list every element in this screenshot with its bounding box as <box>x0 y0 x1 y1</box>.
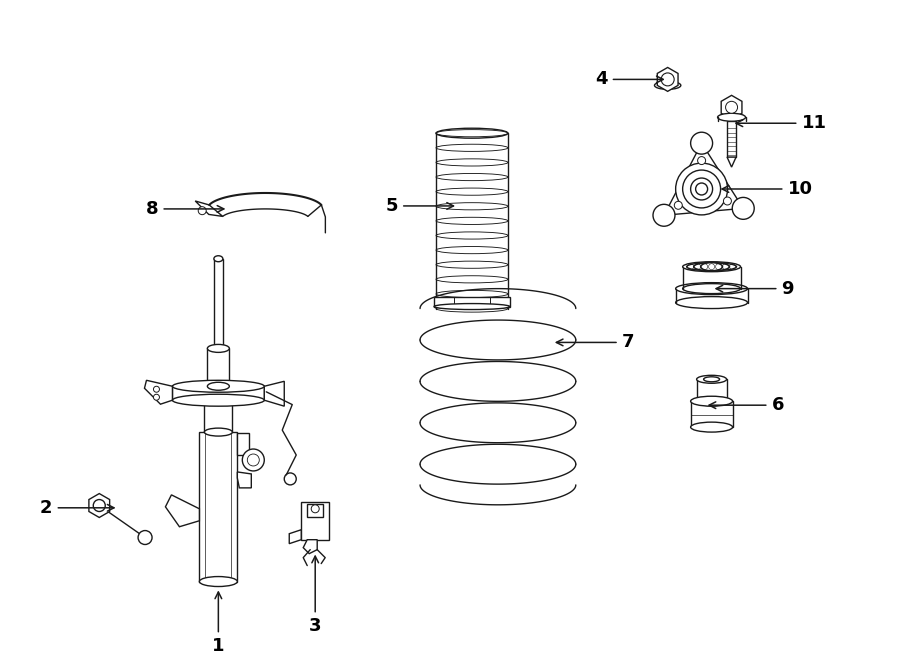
Ellipse shape <box>207 382 230 390</box>
Text: 10: 10 <box>722 180 813 198</box>
Polygon shape <box>664 143 743 215</box>
Ellipse shape <box>200 576 238 586</box>
Ellipse shape <box>694 262 730 271</box>
Polygon shape <box>89 494 110 518</box>
Circle shape <box>662 73 674 86</box>
Circle shape <box>676 163 727 215</box>
Ellipse shape <box>214 256 223 262</box>
Bar <box>697 379 726 401</box>
Ellipse shape <box>687 262 736 271</box>
Polygon shape <box>721 95 742 119</box>
Ellipse shape <box>173 394 265 407</box>
Text: 8: 8 <box>146 200 224 218</box>
Ellipse shape <box>207 344 230 352</box>
Circle shape <box>690 178 713 200</box>
Circle shape <box>690 132 713 154</box>
Bar <box>238 433 249 455</box>
Circle shape <box>154 394 159 400</box>
Ellipse shape <box>717 113 745 121</box>
Circle shape <box>696 183 707 195</box>
Circle shape <box>698 157 706 165</box>
Text: 9: 9 <box>716 280 794 297</box>
Text: 2: 2 <box>40 499 114 517</box>
Bar <box>204 400 232 432</box>
Text: 11: 11 <box>736 114 826 132</box>
Circle shape <box>653 204 675 226</box>
Polygon shape <box>303 539 317 554</box>
Ellipse shape <box>654 81 680 89</box>
Ellipse shape <box>693 397 731 406</box>
Bar <box>307 504 323 517</box>
Text: 4: 4 <box>595 71 663 89</box>
Circle shape <box>154 386 159 392</box>
Circle shape <box>311 505 320 513</box>
Polygon shape <box>145 380 173 404</box>
Circle shape <box>733 198 754 219</box>
Circle shape <box>724 197 732 205</box>
Bar <box>690 401 733 427</box>
Bar <box>302 502 329 539</box>
Polygon shape <box>265 381 284 407</box>
Text: 1: 1 <box>212 592 225 655</box>
Ellipse shape <box>690 422 733 432</box>
Bar <box>727 121 736 157</box>
Ellipse shape <box>697 375 726 383</box>
Circle shape <box>94 500 105 512</box>
Text: 5: 5 <box>385 197 454 215</box>
Text: 7: 7 <box>556 333 634 352</box>
Polygon shape <box>195 201 222 216</box>
Circle shape <box>284 473 296 485</box>
Ellipse shape <box>204 396 232 404</box>
Text: 6: 6 <box>709 396 784 414</box>
Polygon shape <box>727 157 736 167</box>
Polygon shape <box>238 472 251 488</box>
Ellipse shape <box>704 377 720 382</box>
Circle shape <box>725 101 738 113</box>
Polygon shape <box>657 67 678 91</box>
Ellipse shape <box>173 380 265 392</box>
Bar <box>207 348 230 386</box>
Ellipse shape <box>682 284 741 293</box>
Polygon shape <box>289 529 302 544</box>
Bar <box>200 432 238 582</box>
Bar <box>173 386 265 400</box>
Ellipse shape <box>690 396 733 407</box>
Ellipse shape <box>436 128 508 138</box>
Ellipse shape <box>676 297 748 309</box>
Circle shape <box>138 531 152 545</box>
Ellipse shape <box>204 428 232 436</box>
Bar <box>214 258 223 386</box>
Circle shape <box>198 207 206 215</box>
Circle shape <box>682 170 721 208</box>
Text: 3: 3 <box>309 556 321 635</box>
Ellipse shape <box>676 283 748 295</box>
Polygon shape <box>166 495 200 527</box>
Ellipse shape <box>682 262 741 272</box>
Circle shape <box>674 202 682 210</box>
Ellipse shape <box>700 262 723 271</box>
Ellipse shape <box>434 303 510 309</box>
Circle shape <box>248 454 259 466</box>
Circle shape <box>242 449 265 471</box>
Bar <box>434 297 510 307</box>
